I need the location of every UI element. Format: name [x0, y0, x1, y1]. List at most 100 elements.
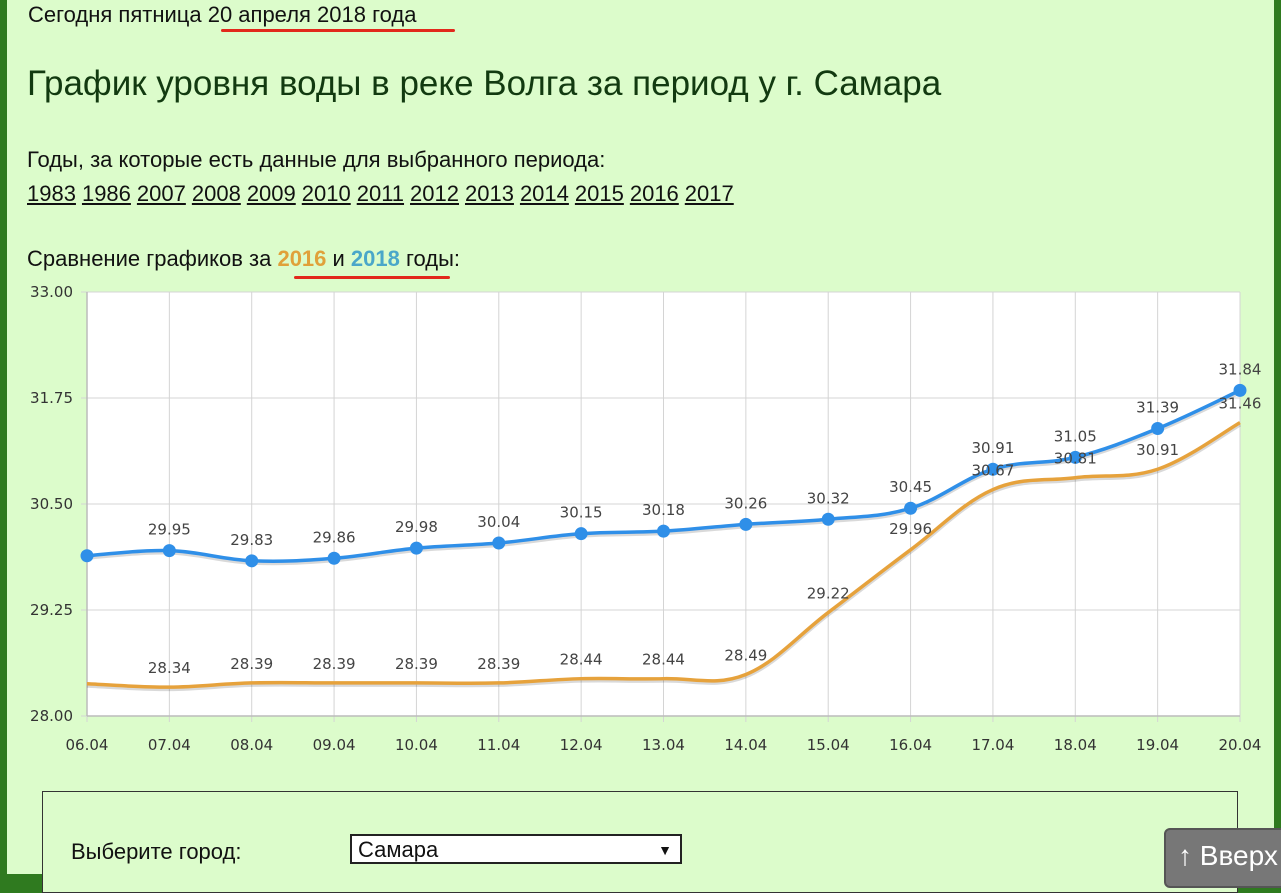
y-tick-label: 30.50: [30, 495, 73, 513]
x-tick-label: 10.04: [395, 736, 438, 754]
series-2018-point: [327, 551, 341, 565]
x-tick-label: 06.04: [66, 736, 109, 754]
series-2018-point: [409, 541, 423, 555]
data-label-2016: 28.44: [560, 651, 603, 669]
year-links: 1983 1986 2007 2008 2009 2010 2011 2012 2013 2014…: [27, 181, 740, 206]
year-link-2016[interactable]: 2016: [629, 181, 679, 206]
year-link-2017[interactable]: 2017: [684, 181, 734, 206]
series-2018-point: [1151, 422, 1165, 436]
compare-and: и: [326, 246, 351, 271]
data-label-2016: 31.46: [1219, 395, 1262, 413]
year-link-2012[interactable]: 2012: [410, 181, 459, 206]
series-2016-line: [86, 421, 1241, 689]
series-2018-point: [904, 501, 918, 515]
data-label-2018: 30.45: [889, 478, 932, 496]
city-select[interactable]: Самара ▼: [350, 834, 682, 864]
data-label-2016: 30.81: [1054, 450, 1097, 468]
series-2018-point: [492, 536, 506, 550]
x-tick-label: 12.04: [560, 736, 603, 754]
date-prefix: Сегодня пятница: [28, 2, 208, 27]
year-link-2013[interactable]: 2013: [464, 181, 514, 206]
x-tick-label: 13.04: [642, 736, 685, 754]
series-2018-point: [162, 544, 176, 558]
data-label-2016: 28.39: [230, 655, 273, 673]
data-label-2016: 28.49: [724, 646, 767, 664]
x-tick-label: 20.04: [1219, 736, 1262, 754]
data-label-2016: 29.96: [889, 520, 932, 538]
series-2018-point: [1068, 450, 1082, 464]
x-tick-label: 16.04: [889, 736, 932, 754]
data-label-2016: 30.67: [971, 462, 1014, 480]
year-link-2010[interactable]: 2010: [301, 181, 351, 206]
data-label-2018: 30.15: [560, 504, 603, 522]
data-label-2018: 29.83: [230, 531, 273, 549]
water-level-chart: 06.04 07.04 08.04 09.04 10.04 11.04 12.04 13.04…: [30, 283, 1262, 754]
data-label-2018: 29.86: [313, 528, 356, 546]
data-label-2018: 29.98: [395, 518, 438, 536]
series-2018-point: [821, 512, 835, 526]
series-2018-point: [739, 517, 753, 531]
data-label-2018: 30.26: [724, 494, 767, 512]
data-label-2016: 28.44: [642, 651, 685, 669]
data-label-2018: 29.95: [148, 521, 191, 539]
series-2016-shadow: [86, 422, 1241, 692]
year-link-1986[interactable]: 1986: [81, 181, 131, 206]
date-line: Сегодня пятница 20 апреля 2018 года: [28, 2, 416, 28]
series-2018-point: [657, 524, 670, 538]
chevron-down-icon: ▼: [658, 842, 672, 858]
compare-suffix: годы:: [399, 246, 461, 271]
date-value: 20 апреля 2018 года: [207, 2, 417, 27]
page-title: График уровня воды в реке Волга за перио…: [27, 64, 942, 103]
series-2018-point: [245, 554, 259, 568]
data-label-2016: 28.39: [477, 655, 520, 673]
year-link-1983[interactable]: 1983: [27, 181, 76, 206]
compare-underline: [294, 276, 450, 279]
city-select-value: Самара: [358, 837, 439, 862]
data-label-2018: 30.04: [477, 513, 520, 531]
data-label-2018: 30.32: [807, 489, 850, 507]
compare-prefix: Сравнение графиков за: [27, 246, 278, 271]
x-tick-label: 18.04: [1054, 736, 1097, 754]
series-2018-point: [1233, 383, 1247, 397]
x-tick-label: 17.04: [971, 736, 1014, 754]
year-link-2011[interactable]: 2011: [356, 181, 405, 206]
y-tick-label: 31.75: [30, 389, 73, 407]
data-label-2018: 31.84: [1219, 360, 1262, 378]
data-label-2018: 31.05: [1054, 427, 1097, 445]
data-label-2018: 30.91: [971, 439, 1014, 457]
year-link-2015[interactable]: 2015: [574, 181, 624, 206]
x-tick-label: 15.04: [807, 736, 850, 754]
year-link-2008[interactable]: 2008: [191, 181, 241, 206]
x-tick-label: 07.04: [148, 736, 191, 754]
data-label-2016: 28.34: [148, 659, 191, 677]
y-tick-label: 33.00: [30, 283, 73, 301]
years-prefix: Годы, за которые есть данные для выбранн…: [27, 147, 606, 172]
data-label-2018: 31.39: [1136, 399, 1179, 417]
data-label-2016: 29.22: [807, 585, 850, 603]
x-tick-label: 19.04: [1136, 736, 1179, 754]
compare-year-2018: 2018: [350, 246, 400, 271]
date-underline: [221, 29, 455, 32]
x-tick-label: 14.04: [724, 736, 767, 754]
series-2018-point: [80, 549, 94, 563]
data-label-2016: 28.39: [313, 655, 356, 673]
data-label-2018: 30.18: [642, 501, 685, 519]
x-tick-label: 09.04: [313, 736, 356, 754]
x-tick-label: 11.04: [477, 736, 520, 754]
compare-line: Сравнение графиков за 2016 и 2018 годы:: [27, 246, 460, 272]
year-link-2014[interactable]: 2014: [519, 181, 569, 206]
series-2018-point: [574, 527, 588, 541]
page: Сегодня пятница 20 апреля 2018 года Граф…: [7, 0, 1274, 893]
years-line: Годы, за которые есть данные для выбранн…: [27, 143, 1247, 211]
data-label-2016: 28.39: [395, 655, 438, 673]
scroll-top-button[interactable]: ↑ Вверх: [1164, 828, 1281, 888]
city-selector-panel: Выберите город: Самара ▼: [42, 791, 1238, 893]
city-label: Выберите город:: [71, 839, 242, 864]
year-link-2009[interactable]: 2009: [246, 181, 296, 206]
y-tick-label: 28.00: [30, 707, 73, 725]
data-label-2016: 30.91: [1136, 441, 1179, 459]
series-2018-point: [986, 462, 1000, 476]
y-tick-label: 29.25: [30, 601, 73, 619]
year-link-2007[interactable]: 2007: [136, 181, 186, 206]
x-tick-label: 08.04: [230, 736, 273, 754]
